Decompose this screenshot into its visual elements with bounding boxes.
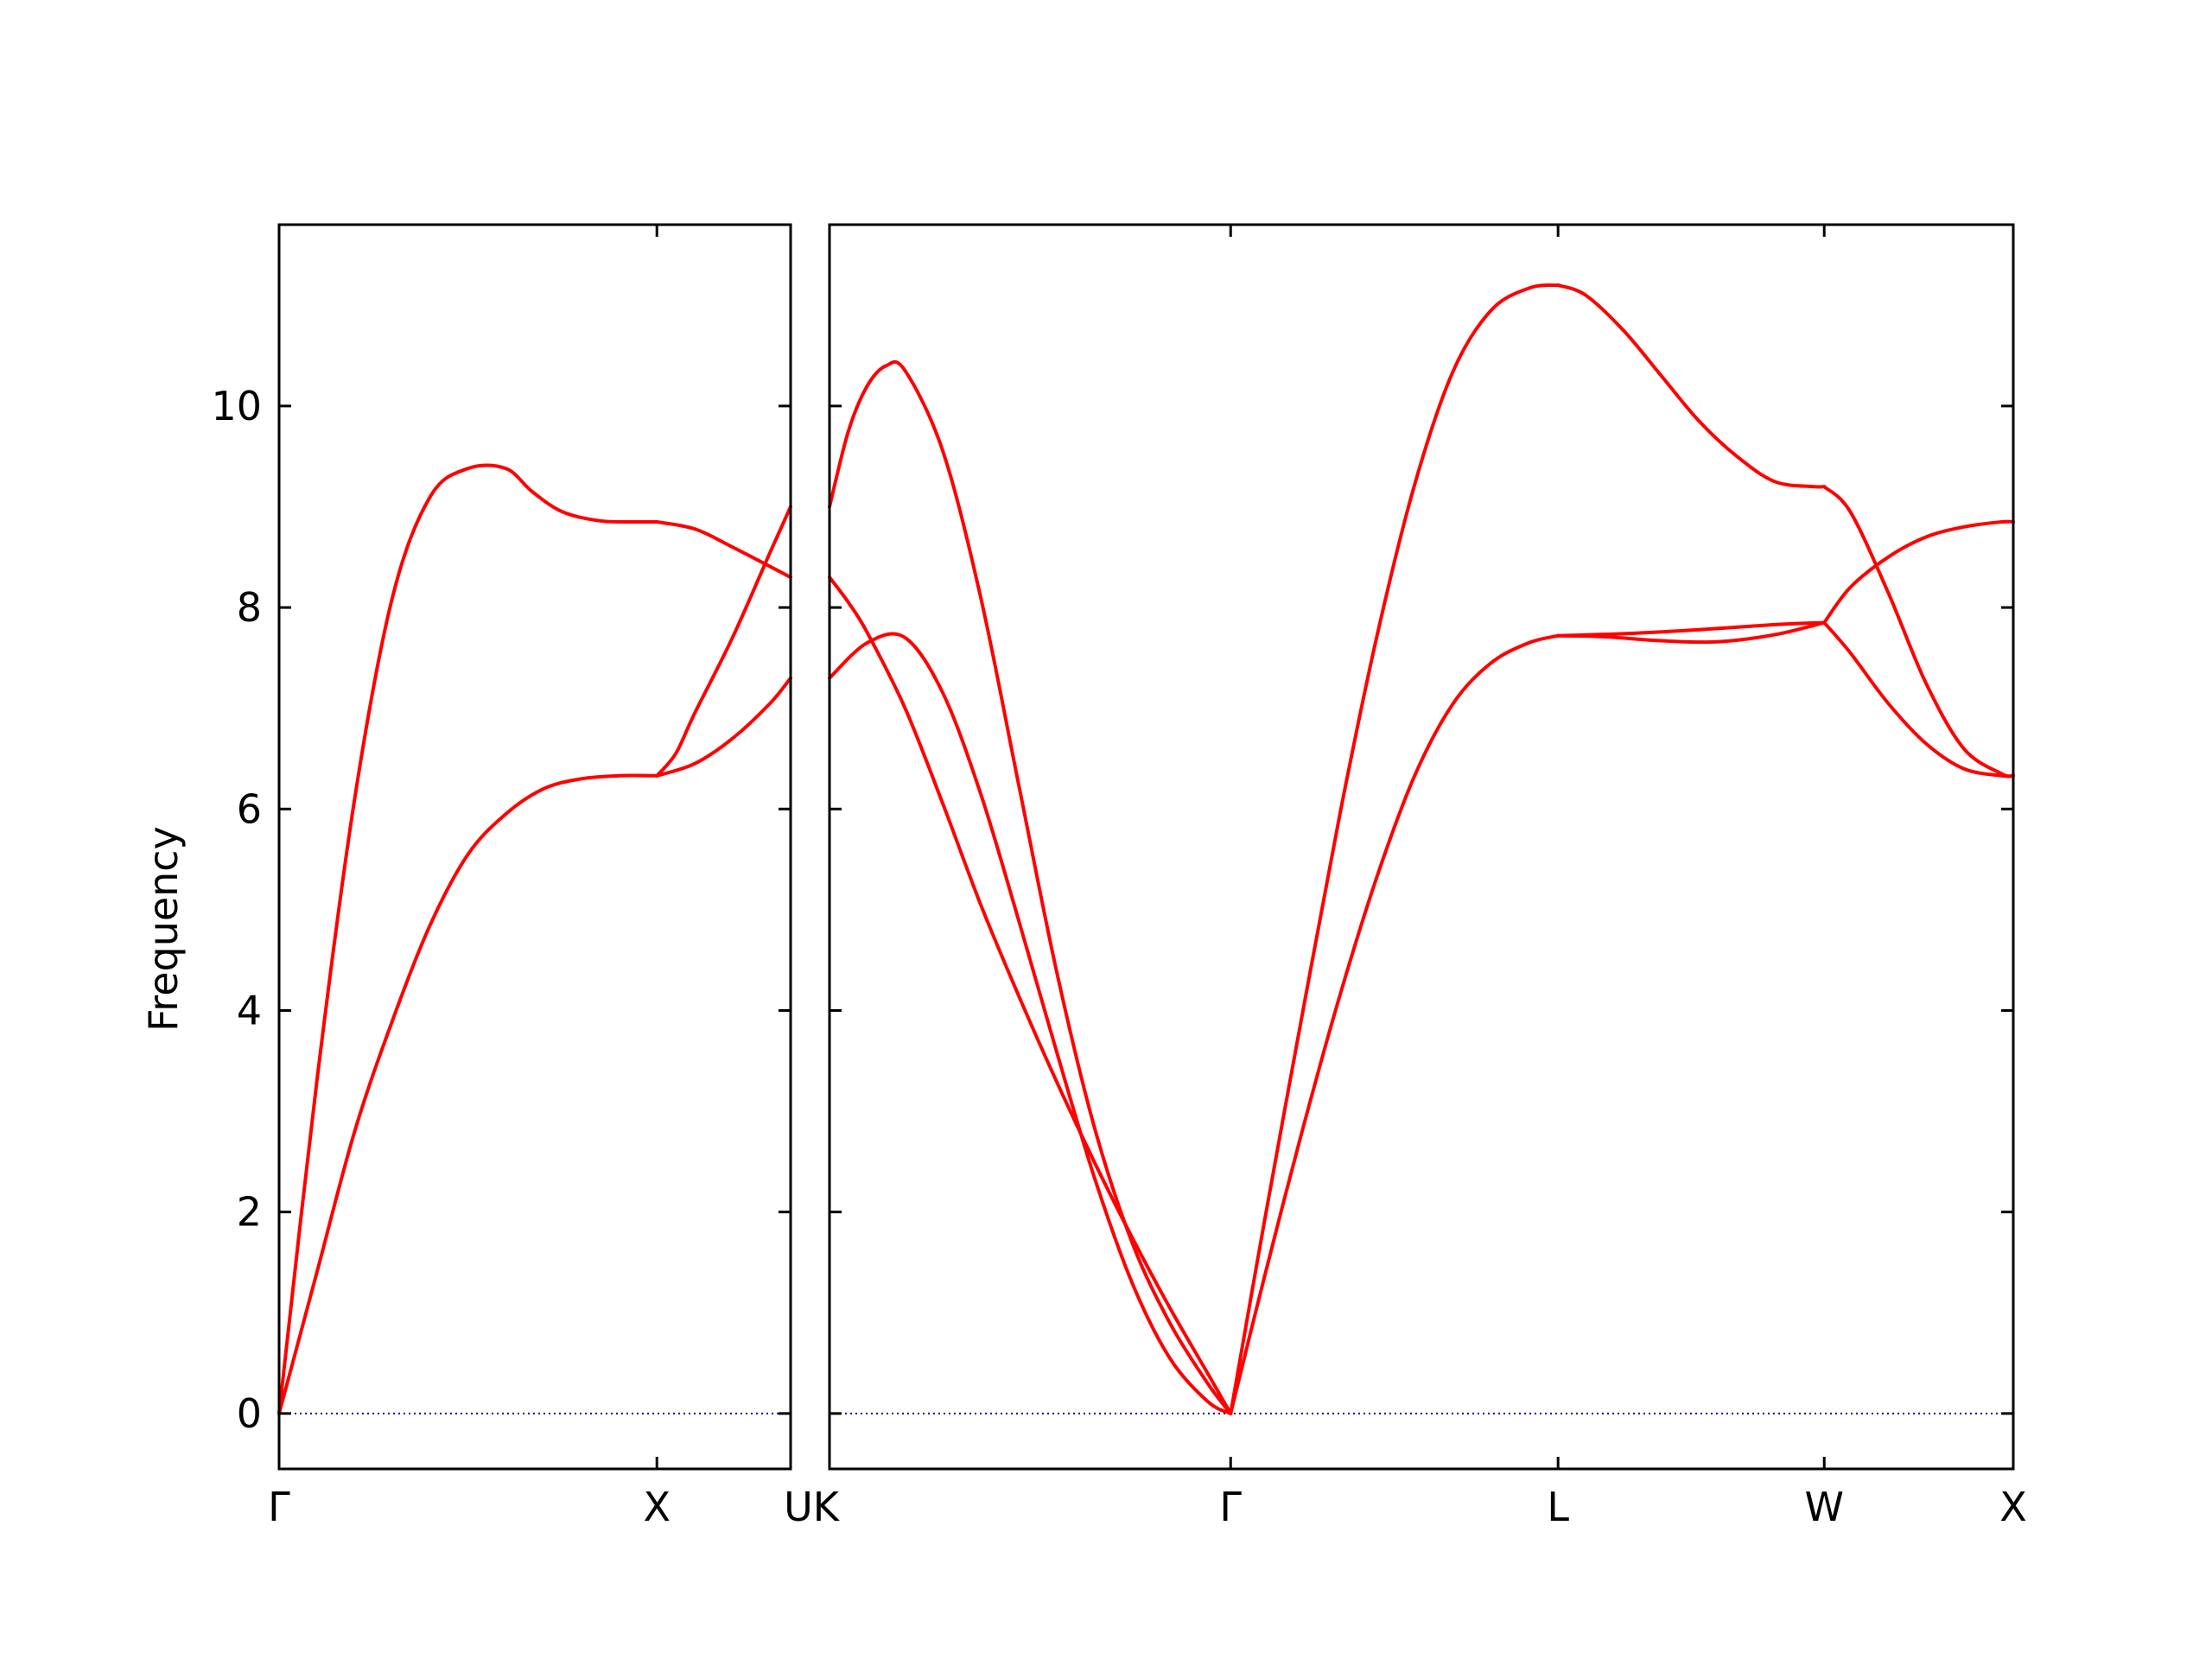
band-line-W-X-2: [1822, 519, 2015, 625]
y-tick-label: 2: [237, 1189, 262, 1236]
band-line-W-X-3: [1822, 620, 2015, 779]
band-line-K-Γ-1: [828, 359, 1233, 1415]
y-tick-label: 10: [211, 383, 262, 429]
band-line-K-Γ-3: [828, 632, 1233, 1415]
x-tick-label: X: [1999, 1484, 2027, 1530]
plot-layer: 0 2 4 6 8 10 Γ X Γ L W X: [211, 223, 2027, 1530]
y-tick-label: 8: [237, 584, 262, 631]
panel-frame: [828, 223, 2015, 1471]
band-line-L-W-1: [1556, 283, 1827, 489]
band-line-K-Γ-2: [828, 575, 1233, 1415]
y-axis-label: Frequency: [140, 826, 187, 1032]
panel-frame: [277, 223, 792, 1471]
band-line-X-U-2: [655, 505, 792, 778]
y-tick-label: 0: [237, 1390, 262, 1437]
x-tick-label: Γ: [1219, 1484, 1242, 1530]
band-line-Γ-X-1: [277, 463, 659, 1415]
x-tick-label: W: [1804, 1484, 1843, 1530]
panel-1: 0 2 4 6 8 10 Γ X: [211, 223, 792, 1530]
x-tick-label: X: [643, 1484, 671, 1530]
band-line-Γ-L-1: [1229, 283, 1560, 1415]
x-tick-label-boundary: UK: [784, 1484, 841, 1530]
x-tick-label: Γ: [268, 1484, 290, 1530]
x-tick-label: L: [1547, 1484, 1569, 1530]
band-line-L-W-2: [1556, 620, 1827, 638]
y-tick-label: 4: [237, 987, 262, 1033]
band-line-Γ-L-2: [1229, 633, 1560, 1415]
y-tick-label: 6: [237, 785, 262, 832]
band-line-L-W-3: [1556, 620, 1827, 645]
band-line-Γ-X-2: [277, 773, 659, 1415]
band-line-W-X-1: [1822, 485, 2015, 779]
band-line-X-U-3: [655, 676, 792, 778]
